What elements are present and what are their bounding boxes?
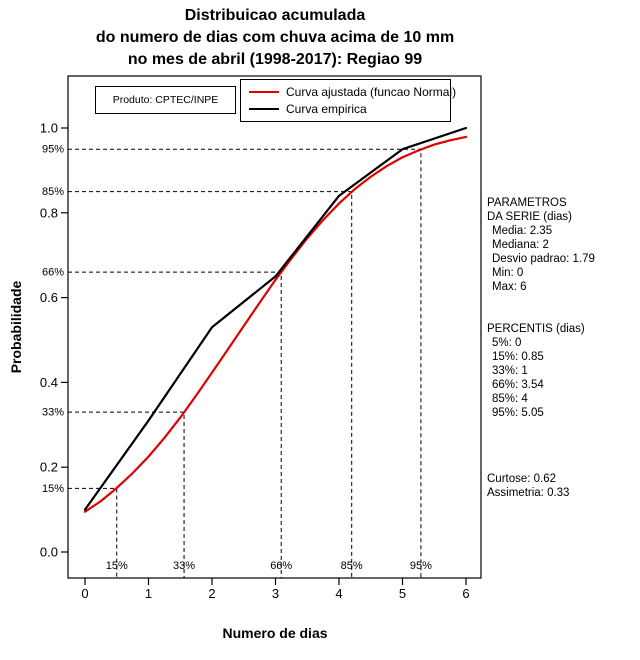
parametros-heading-line1: PARAMETROS <box>487 197 567 209</box>
legend: Curva ajustada (funcao Normal) Curva emp… <box>240 79 456 122</box>
parametros-block: PARAMETROS DA SERIE (dias) Media: 2.35 M… <box>487 196 595 294</box>
x-tick-label: 5 <box>399 586 406 601</box>
x-tick-label: 4 <box>335 586 342 601</box>
x-tick-label: 0 <box>81 586 88 601</box>
product-label: Produto: CPTEC/INPE <box>112 94 219 106</box>
percentile-left-label-33%: 33% <box>42 407 64 419</box>
percentil-15: 15%: 0.85 <box>492 351 544 363</box>
percentil-85: 85%: 4 <box>492 393 528 405</box>
percentis-heading: PERCENTIS (dias) <box>487 323 585 335</box>
percentil-5: 5%: 0 <box>492 337 522 349</box>
x-axis-label: Numero de dias <box>222 625 328 641</box>
chart-title-line2: do numero de dias com chuva acima de 10 … <box>95 29 455 46</box>
legend-item-fitted: Curva ajustada (funcao Normal) <box>249 85 456 99</box>
empirical-curve <box>83 126 468 511</box>
assimetria-value: Assimetria: 0.33 <box>487 487 570 499</box>
x-tick-label: 1 <box>145 586 152 601</box>
fitted-curve-swatch <box>249 91 279 93</box>
x-tick-label: 2 <box>208 586 215 601</box>
percentil-66: 66%: 3.54 <box>492 379 544 391</box>
percentile-guide-33% <box>68 411 185 578</box>
statistics-panel: PARAMETROS DA SERIE (dias) Media: 2.35 M… <box>487 196 595 500</box>
curtose-value: Curtose: 0.62 <box>487 473 557 485</box>
stat-min: Min: 0 <box>492 267 524 279</box>
percentile-left-label-95%: 95% <box>42 144 64 156</box>
percentile-guide-85% <box>68 191 353 578</box>
empirical-curve-label: Curva empirica <box>286 102 367 116</box>
percentil-33: 33%: 1 <box>492 365 528 377</box>
empirical-curve-swatch <box>249 108 279 110</box>
percentile-bottom-label-95%: 95% <box>410 560 432 572</box>
y-tick-label: 0.6 <box>40 290 58 305</box>
stat-media: Media: 2.35 <box>492 225 553 237</box>
percentis-block: PERCENTIS (dias) 5%: 0 15%: 0.85 33%: 1 … <box>487 322 595 420</box>
y-axis-label: Probabilidade <box>8 280 24 374</box>
y-tick-label: 0.4 <box>40 375 58 390</box>
fitted-curve-label: Curva ajustada (funcao Normal) <box>286 85 457 99</box>
parametros-heading-line2: DA SERIE (dias) <box>487 211 572 223</box>
percentile-bottom-label-15%: 15% <box>106 560 128 572</box>
fitted-curve <box>83 135 468 513</box>
x-tick-label: 6 <box>462 586 469 601</box>
legend-item-empirical: Curva empirica <box>249 102 450 116</box>
percentil-95: 95%: 5.05 <box>492 407 544 419</box>
chart-title-line3: no mes de abril (1998-2017): Regiao 99 <box>127 51 423 68</box>
y-tick-label: 0.2 <box>40 460 58 475</box>
percentile-guide-95% <box>68 148 422 578</box>
chart-title: Distribuicao acumulada do numero de dias… <box>40 5 510 71</box>
percentile-left-label-85%: 85% <box>42 186 64 198</box>
stat-max: Max: 6 <box>492 281 527 293</box>
percentile-left-label-66%: 66% <box>42 267 64 279</box>
percentile-left-label-15%: 15% <box>42 483 64 495</box>
y-tick-label: 0.0 <box>40 545 58 560</box>
stat-desvio-padrao: Desvio padrao: 1.79 <box>492 253 595 265</box>
x-tick-label: 3 <box>272 586 279 601</box>
percentile-bottom-label-66%: 66% <box>270 560 292 572</box>
plot-border <box>67 75 482 579</box>
stat-mediana: Mediana: 2 <box>492 239 549 251</box>
y-tick-label: 1.0 <box>40 121 58 136</box>
chart-title-line1: Distribuicao acumulada <box>184 7 366 24</box>
percentile-guide-15% <box>68 487 118 578</box>
percentile-bottom-label-85%: 85% <box>341 560 363 572</box>
percentile-bottom-label-33%: 33% <box>173 560 195 572</box>
moments-block: Curtose: 0.62 Assimetria: 0.33 <box>487 472 595 500</box>
y-tick-label: 0.8 <box>40 205 58 220</box>
product-label-box: Produto: CPTEC/INPE <box>95 86 236 114</box>
